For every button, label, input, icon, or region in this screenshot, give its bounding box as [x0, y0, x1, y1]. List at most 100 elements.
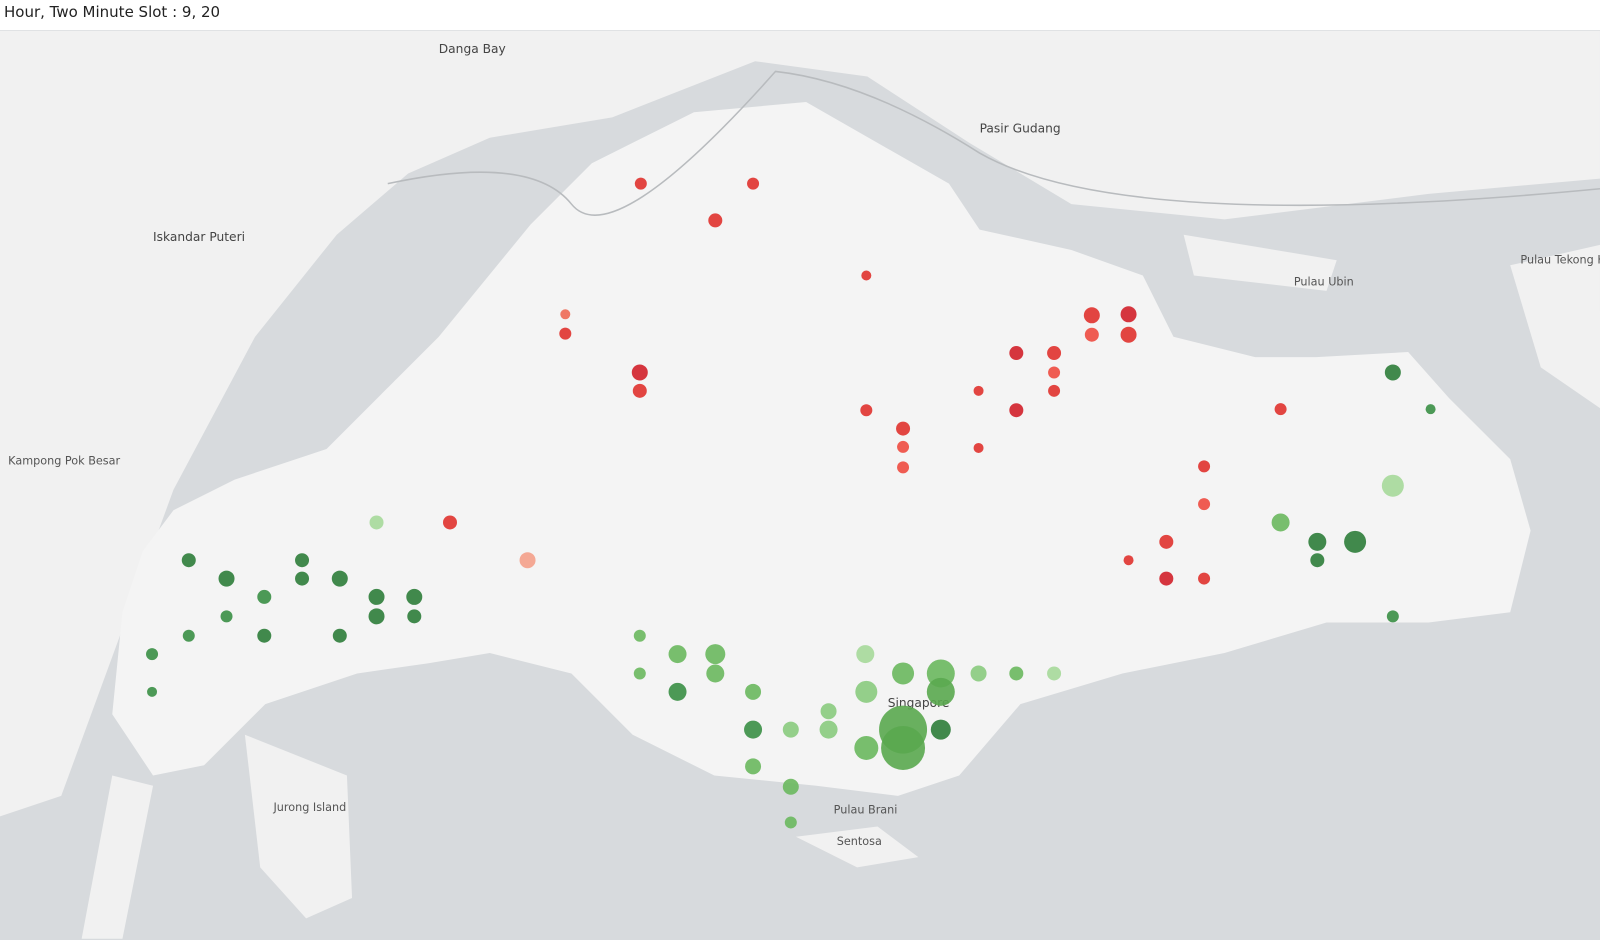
marker [295, 553, 310, 568]
marker [1159, 571, 1174, 586]
marker [181, 553, 196, 568]
map: Danga Bay Pasir Gudang Iskandar Puteri P… [0, 30, 1600, 940]
marker [633, 667, 646, 680]
marker [973, 385, 984, 396]
marker [1123, 555, 1134, 566]
marker [1198, 460, 1211, 473]
title: Hour, Two Minute Slot : 9, 20 [4, 3, 221, 21]
marker [973, 442, 984, 453]
marker [854, 735, 879, 760]
marker [218, 570, 235, 587]
marker [892, 662, 915, 685]
marker [820, 703, 837, 720]
marker [632, 383, 647, 398]
marker [1009, 346, 1024, 361]
marker [634, 177, 647, 190]
marker [559, 327, 572, 340]
marker [257, 589, 272, 604]
place-label: Jurong Island [272, 801, 346, 814]
marker [1047, 666, 1062, 681]
marker [1120, 306, 1137, 323]
marker [1274, 403, 1287, 416]
marker [856, 645, 875, 664]
marker [1381, 474, 1404, 497]
land: Danga Bay Pasir Gudang Iskandar Puteri P… [0, 30, 1600, 939]
marker [930, 719, 951, 740]
singapore-island [112, 102, 1531, 796]
marker [1198, 498, 1211, 511]
marker [519, 552, 536, 569]
marker [881, 725, 926, 770]
marker [368, 608, 385, 625]
marker [747, 177, 760, 190]
marker [706, 664, 725, 683]
marker [257, 628, 272, 643]
marker [1084, 327, 1099, 342]
marker [1159, 534, 1174, 549]
marker [782, 721, 799, 738]
marker [1048, 384, 1061, 397]
marker [442, 515, 457, 530]
marker [708, 213, 723, 228]
marker [897, 440, 910, 453]
marker [1048, 366, 1061, 379]
marker [861, 270, 872, 281]
marker [668, 645, 687, 664]
place-label: Pasir Gudang [980, 122, 1061, 136]
marker [1425, 404, 1436, 415]
marker [1009, 666, 1024, 681]
marker [146, 648, 159, 661]
pulau-tekong [1510, 244, 1600, 409]
marker [782, 778, 799, 795]
johor [0, 30, 1600, 817]
place-label: Pulau Brani [834, 803, 898, 816]
marker [631, 364, 648, 381]
place-label: Kampong Pok Besar [8, 454, 120, 467]
marker [407, 609, 422, 624]
marker [182, 629, 195, 642]
marker [332, 628, 347, 643]
marker [406, 588, 423, 605]
marker [970, 665, 987, 682]
marker [897, 461, 910, 474]
marker [819, 720, 838, 739]
place-label: Sentosa [837, 835, 882, 848]
marker [1310, 553, 1325, 568]
place-label: Danga Bay [439, 42, 506, 56]
marker [1271, 513, 1290, 532]
jurong-island [244, 734, 353, 919]
marker [668, 682, 687, 701]
marker [1047, 346, 1062, 361]
marker [147, 686, 158, 697]
marker [745, 683, 762, 700]
marker [745, 758, 762, 775]
place-label: Pulau Ubin [1294, 276, 1354, 289]
marker [1386, 610, 1399, 623]
marker [1009, 403, 1024, 418]
marker [295, 571, 310, 586]
marker [331, 570, 348, 587]
marker [784, 816, 797, 829]
border-line [387, 70, 1600, 216]
place-label: Iskandar Puteri [153, 230, 245, 244]
marker [744, 720, 763, 739]
marker [1308, 532, 1327, 551]
marker [860, 404, 873, 417]
tuas [81, 775, 154, 939]
marker [926, 677, 955, 706]
marker [705, 644, 726, 665]
marker [1120, 326, 1137, 343]
marker [368, 588, 385, 605]
markers [146, 177, 1436, 829]
sentosa [795, 826, 919, 868]
marker [633, 629, 646, 642]
place-label: Pulau Tekong Kechil [1520, 253, 1600, 266]
marker [560, 309, 571, 320]
marker [855, 680, 878, 703]
marker [1384, 364, 1401, 381]
marker [1083, 307, 1100, 324]
pulau-ubin [1183, 234, 1337, 291]
marker [896, 421, 911, 436]
marker [369, 515, 384, 530]
